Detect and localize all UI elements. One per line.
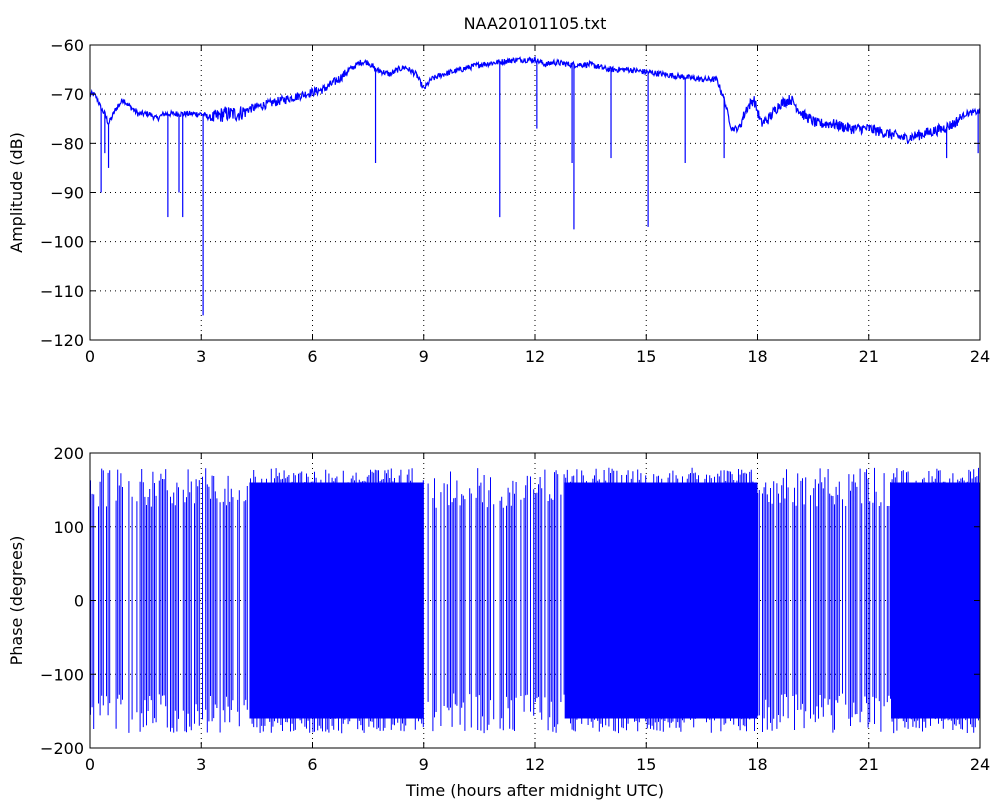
amplitude-y-tick-label: −110 <box>40 282 84 301</box>
amplitude-x-tick-label: 0 <box>85 347 95 366</box>
amplitude-y-tick-label: −70 <box>50 85 84 104</box>
phase-x-tick-label: 18 <box>747 755 767 774</box>
amplitude-ticks: 0 3 6 9 12 15 18 21 24 −120 −110 −100 −90 −80 −70 −60 <box>40 36 990 366</box>
phase-y-tick-label: 100 <box>53 518 84 537</box>
amplitude-x-tick-label: 12 <box>525 347 545 366</box>
amplitude-trace <box>89 55 981 145</box>
amplitude-spikes <box>100 60 979 316</box>
phase-x-tick-label: 6 <box>307 755 317 774</box>
amplitude-trace-group <box>89 55 981 316</box>
phase-x-tick-label: 0 <box>85 755 95 774</box>
amplitude-y-tick-label: −60 <box>50 36 84 55</box>
phase-x-tick-label: 24 <box>970 755 990 774</box>
phase-x-tick-label: 15 <box>636 755 656 774</box>
amplitude-y-tick-label: −120 <box>40 331 84 350</box>
amplitude-y-tick-label: −90 <box>50 184 84 203</box>
phase-y-axis-label: Phase (degrees) <box>7 536 26 666</box>
amplitude-x-tick-label: 18 <box>747 347 767 366</box>
phase-y-tick-label: −100 <box>40 665 84 684</box>
amplitude-y-tick-label: −80 <box>50 134 84 153</box>
amplitude-x-tick-label: 24 <box>970 347 990 366</box>
amplitude-x-tick-label: 6 <box>307 347 317 366</box>
phase-x-tick-label: 9 <box>419 755 429 774</box>
phase-panel: 0 3 6 9 12 15 18 21 24 −200 −100 0 100 200 Phase (deg… <box>7 444 990 800</box>
amplitude-x-tick-label: 3 <box>196 347 206 366</box>
phase-trace <box>90 467 980 734</box>
amplitude-x-tick-label: 15 <box>636 347 656 366</box>
phase-ticks: 0 3 6 9 12 15 18 21 24 −200 −100 0 100 200 <box>40 444 990 774</box>
phase-x-tick-label: 21 <box>859 755 879 774</box>
amplitude-panel: 0 3 6 9 12 15 18 21 24 −120 −110 −100 −90 −80 −70 −60 A… <box>7 36 990 366</box>
amplitude-x-tick-label: 21 <box>859 347 879 366</box>
phase-x-tick-label: 3 <box>196 755 206 774</box>
amplitude-grid <box>90 45 980 340</box>
figure-title: NAA20101105.txt <box>464 14 607 33</box>
amplitude-y-axis-label: Amplitude (dB) <box>7 132 26 253</box>
amplitude-y-tick-label: −100 <box>40 233 84 252</box>
phase-y-tick-label: 0 <box>74 592 84 611</box>
phase-x-axis-label: Time (hours after midnight UTC) <box>405 781 664 800</box>
phase-x-tick-label: 12 <box>525 755 545 774</box>
phase-y-tick-label: 200 <box>53 444 84 463</box>
phase-y-tick-label: −200 <box>40 739 84 758</box>
amplitude-x-tick-label: 9 <box>419 347 429 366</box>
